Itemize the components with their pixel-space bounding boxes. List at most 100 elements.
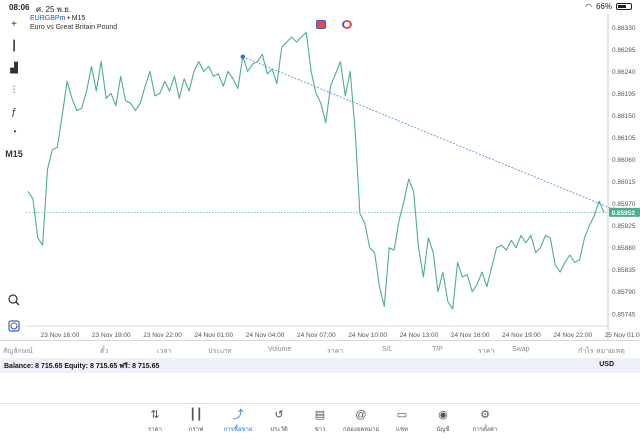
nav-item-account[interactable]: ◉ บัญชี [423,408,463,434]
table-column-header[interactable]: ประเภท [208,348,232,355]
table-column-header[interactable]: ราคา [478,348,495,355]
history-icon: ↺ [274,409,284,421]
zoom-icon[interactable] [6,292,22,308]
x-tick-label: 24 Nov 04:00 [246,332,285,339]
nav-item-label: แชท [396,427,408,433]
chart-toolbar: + ┃ ▟ ⫶ ƒ ◔ M15 [0,14,26,340]
table-column-header[interactable]: T/P [432,346,443,353]
x-tick-label: 23 Nov 19:00 [92,332,131,339]
wifi-icon: ◠ [585,2,592,11]
sync-icon[interactable] [6,318,22,334]
symbol-separator: • [65,15,72,22]
quotes-icon: ⇅ [150,409,160,421]
y-tick-label: 0.86015 [612,179,636,186]
x-tick-label: 24 Nov 07:00 [297,332,336,339]
y-tick-label: 0.86330 [612,25,636,32]
y-tick-label: 0.85745 [612,311,636,318]
x-tick-label: 24 Nov 01:00 [194,332,233,339]
y-tick-label: 0.85835 [612,267,636,274]
battery-percent: 66% [595,2,612,11]
function-icon[interactable]: ƒ [11,106,17,118]
x-tick-label: 24 Nov 16:00 [451,332,490,339]
symbol-timeframe: M15 [71,15,86,22]
y-tick-label: 0.86105 [612,135,636,142]
balance-text: Balance: 8 715.65 Equity: 8 715.65 ฟรี: … [4,363,160,370]
x-tick-label: 24 Nov 10:00 [348,332,387,339]
chat-icon: ▭ [396,409,408,421]
status-bar: 08:06 ศ. 25 พ.ย. ◠ 66% [0,0,640,14]
nav-item-news[interactable]: ▤ ข่าว [300,408,340,434]
status-date: ศ. 25 พ.ย. [36,5,72,14]
nav-item-mailbox[interactable]: @ กล่องจดหมาย [341,408,381,434]
symbol-description: Euro vs Great Britain Pound [30,24,118,31]
y-tick-label: 0.85970 [612,201,636,208]
settings-icon: ⚙ [480,409,490,421]
table-column-header[interactable]: ตั๋ว [100,348,109,355]
y-tick-label: 0.86060 [612,157,636,164]
x-tick-label: 24 Nov 13:00 [400,332,439,339]
table-column-header[interactable]: เวลา [157,348,172,355]
nav-item-history[interactable]: ↺ ประวัติ [259,408,299,434]
price-chart[interactable]: 0.86330 0.86285 0.86240 0.86195 0.86150 0.861… [0,0,640,340]
y-tick-label: 0.86240 [612,69,636,76]
signal-icon[interactable] [342,20,352,29]
battery-icon [616,3,632,10]
trend-line-start-handle[interactable] [240,54,245,59]
candlestick-icon[interactable]: ┃ [10,40,18,52]
y-tick-label: 0.86285 [612,47,636,54]
symbol-title: EURGBPm • M15 [30,15,85,22]
y-tick-label: 0.85880 [612,245,636,252]
crosshair-icon[interactable]: + [11,18,17,30]
indicators-icon[interactable]: ⫶ [12,84,16,96]
table-column-header[interactable]: สัญลักษณ์ [3,348,33,355]
status-time: 08:06 [9,3,30,12]
trade-icon: ⤴ [232,409,244,421]
nav-item-label: กราฟ [188,427,204,433]
account-currency: USD [599,361,614,368]
nav-item-settings[interactable]: ⚙ การตั้งค่า [465,408,505,434]
nav-item-label: ประวัติ [270,427,288,433]
x-tick-label: 24 Nov 22:00 [553,332,592,339]
timeframe-button[interactable]: M15 [5,149,23,159]
nav-item-label: การซื้อขาย [223,427,253,433]
price-series-line [27,31,605,310]
y-tick-label: 0.86150 [612,113,636,120]
table-column-header[interactable]: S/L [382,346,393,353]
objects-icon[interactable]: ◔ [10,126,18,138]
current-price-tag [609,207,640,217]
table-column-header[interactable]: Swap [512,346,530,353]
y-tick-label: 0.86195 [612,91,636,98]
nav-item-chat[interactable]: ▭ แชท [382,408,422,434]
x-tick-label: 25 Nov 01:00 [605,332,640,339]
news-icon: ▤ [314,409,326,421]
nav-item-label: บัญชี [436,427,450,433]
nav-item-label: ราคา [148,427,162,433]
account-icon: ◉ [438,409,448,421]
x-tick-label: 23 Nov 22:00 [143,332,182,339]
bar-chart-icon[interactable]: ▟ [10,62,18,74]
trend-line[interactable] [242,56,614,210]
chart-icon: ┃┃ [189,409,203,421]
nav-item-label: กล่องจดหมาย [342,427,380,433]
nav-item-quotes[interactable]: ⇅ ราคา [135,408,175,434]
table-column-header[interactable]: หมายเหตุ [596,348,625,355]
symbol-name[interactable]: EURGBPm [30,15,66,22]
y-tick-label: 0.85925 [612,223,636,230]
table-column-header[interactable]: Volume [268,346,292,353]
y-tick-label: 0.85790 [612,289,636,296]
status-right: ◠ 66% [585,2,632,11]
account-summary: Balance: 8 715.65 Equity: 8 715.65 ฟรี: … [0,358,640,373]
nav-item-label: ข่าว [314,427,326,433]
table-column-header[interactable]: ราคา [327,348,344,355]
trade-table-header: สัญลักษณ์ ตั๋ว เวลา ประเภท Volume ราคา S/L T/P ร… [0,340,640,358]
one-click-trading-icon[interactable] [316,20,326,29]
mailbox-icon: @ [355,409,367,421]
nav-item-label: การตั้งค่า [472,427,498,433]
current-price-label: 0.85952 [612,210,636,217]
table-column-header[interactable]: กำไร [578,348,594,355]
nav-item-trade[interactable]: ⤴ การซื้อขาย [218,408,258,434]
x-tick-label: 23 Nov 16:00 [41,332,80,339]
x-tick-label: 24 Nov 19:00 [502,332,541,339]
bottom-navigation: ⇅ ราคา ┃┃ กราฟ ⤴ การซื้อขาย ↺ ประวัติ ▤ ข่าว @ กล่อ… [0,403,640,447]
nav-item-chart[interactable]: ┃┃ กราฟ [176,408,216,434]
